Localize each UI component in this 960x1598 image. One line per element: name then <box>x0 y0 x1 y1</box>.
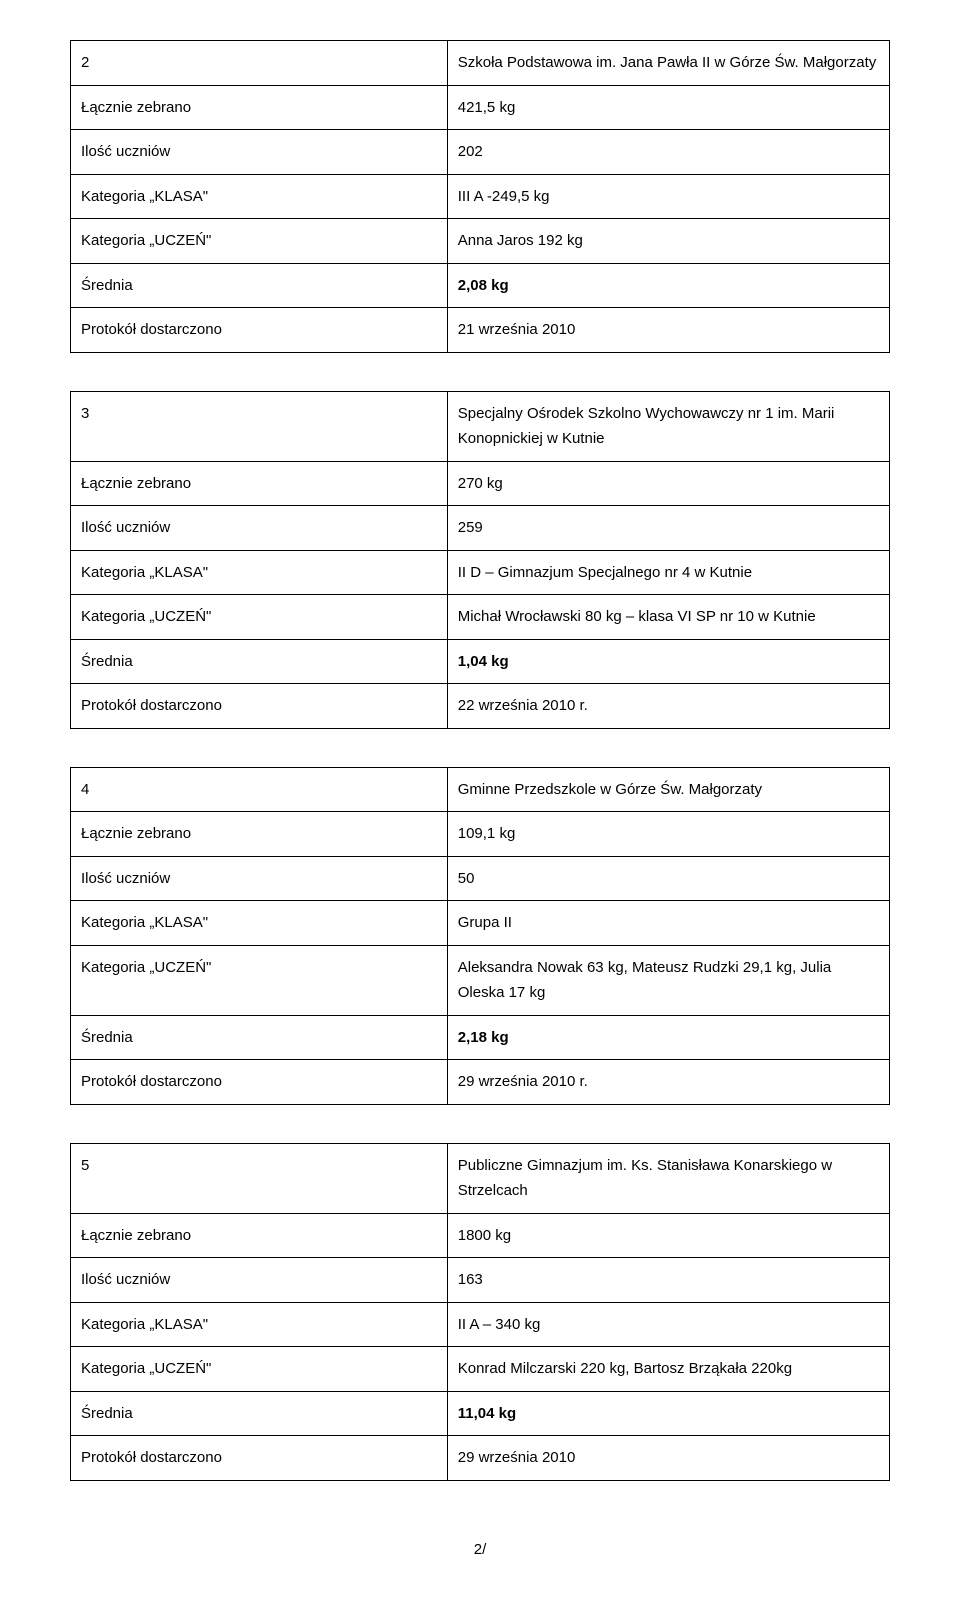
page-number: 2/ <box>70 1541 890 1558</box>
protocol-label: Protokół dostarczono <box>71 308 448 353</box>
class-label: Kategoria „KLASA" <box>71 1302 448 1347</box>
row-number: 4 <box>71 767 448 812</box>
student-value: Aleksandra Nowak 63 kg, Mateusz Rudzki 2… <box>447 945 889 1015</box>
protocol-value: 21 września 2010 <box>447 308 889 353</box>
collected-label: Łącznie zebrano <box>71 461 448 506</box>
collected-label: Łącznie zebrano <box>71 812 448 857</box>
class-value: II A – 340 kg <box>447 1302 889 1347</box>
protocol-label: Protokół dostarczono <box>71 1436 448 1481</box>
student-label: Kategoria „UCZEŃ" <box>71 1347 448 1392</box>
protocol-label: Protokół dostarczono <box>71 1060 448 1105</box>
class-label: Kategoria „KLASA" <box>71 901 448 946</box>
school-title: Gminne Przedszkole w Górze Św. Małgorzat… <box>447 767 889 812</box>
student-label: Kategoria „UCZEŃ" <box>71 595 448 640</box>
avg-value: 2,18 kg <box>447 1015 889 1060</box>
student-label: Kategoria „UCZEŃ" <box>71 219 448 264</box>
avg-value: 1,04 kg <box>447 639 889 684</box>
protocol-value: 29 września 2010 <box>447 1436 889 1481</box>
collected-value: 421,5 kg <box>447 85 889 130</box>
collected-label: Łącznie zebrano <box>71 1213 448 1258</box>
student-label: Kategoria „UCZEŃ" <box>71 945 448 1015</box>
protocol-value: 22 września 2010 r. <box>447 684 889 729</box>
school-table-5: 5 Publiczne Gimnazjum im. Ks. Stanisława… <box>70 1143 890 1481</box>
collected-value: 270 kg <box>447 461 889 506</box>
class-label: Kategoria „KLASA" <box>71 550 448 595</box>
avg-value: 2,08 kg <box>447 263 889 308</box>
avg-label: Średnia <box>71 1015 448 1060</box>
student-value: Michał Wrocławski 80 kg – klasa VI SP nr… <box>447 595 889 640</box>
students-value: 202 <box>447 130 889 175</box>
row-number: 5 <box>71 1143 448 1213</box>
student-value: Konrad Milczarski 220 kg, Bartosz Brząka… <box>447 1347 889 1392</box>
students-label: Ilość uczniów <box>71 130 448 175</box>
avg-label: Średnia <box>71 263 448 308</box>
class-value: II D – Gimnazjum Specjalnego nr 4 w Kutn… <box>447 550 889 595</box>
class-value: Grupa II <box>447 901 889 946</box>
collected-value: 109,1 kg <box>447 812 889 857</box>
students-label: Ilość uczniów <box>71 856 448 901</box>
school-table-2: 2 Szkoła Podstawowa im. Jana Pawła II w … <box>70 40 890 353</box>
avg-value: 11,04 kg <box>447 1391 889 1436</box>
row-number: 3 <box>71 391 448 461</box>
avg-label: Średnia <box>71 1391 448 1436</box>
school-table-4: 4 Gminne Przedszkole w Górze Św. Małgorz… <box>70 767 890 1105</box>
students-value: 50 <box>447 856 889 901</box>
row-number: 2 <box>71 41 448 86</box>
students-value: 259 <box>447 506 889 551</box>
students-label: Ilość uczniów <box>71 506 448 551</box>
school-table-3: 3 Specjalny Ośrodek Szkolno Wychowawczy … <box>70 391 890 729</box>
school-title: Specjalny Ośrodek Szkolno Wychowawczy nr… <box>447 391 889 461</box>
school-title: Publiczne Gimnazjum im. Ks. Stanisława K… <box>447 1143 889 1213</box>
class-label: Kategoria „KLASA" <box>71 174 448 219</box>
students-value: 163 <box>447 1258 889 1303</box>
avg-label: Średnia <box>71 639 448 684</box>
students-label: Ilość uczniów <box>71 1258 448 1303</box>
class-value: III A -249,5 kg <box>447 174 889 219</box>
collected-value: 1800 kg <box>447 1213 889 1258</box>
student-value: Anna Jaros 192 kg <box>447 219 889 264</box>
protocol-label: Protokół dostarczono <box>71 684 448 729</box>
protocol-value: 29 września 2010 r. <box>447 1060 889 1105</box>
collected-label: Łącznie zebrano <box>71 85 448 130</box>
school-title: Szkoła Podstawowa im. Jana Pawła II w Gó… <box>447 41 889 86</box>
